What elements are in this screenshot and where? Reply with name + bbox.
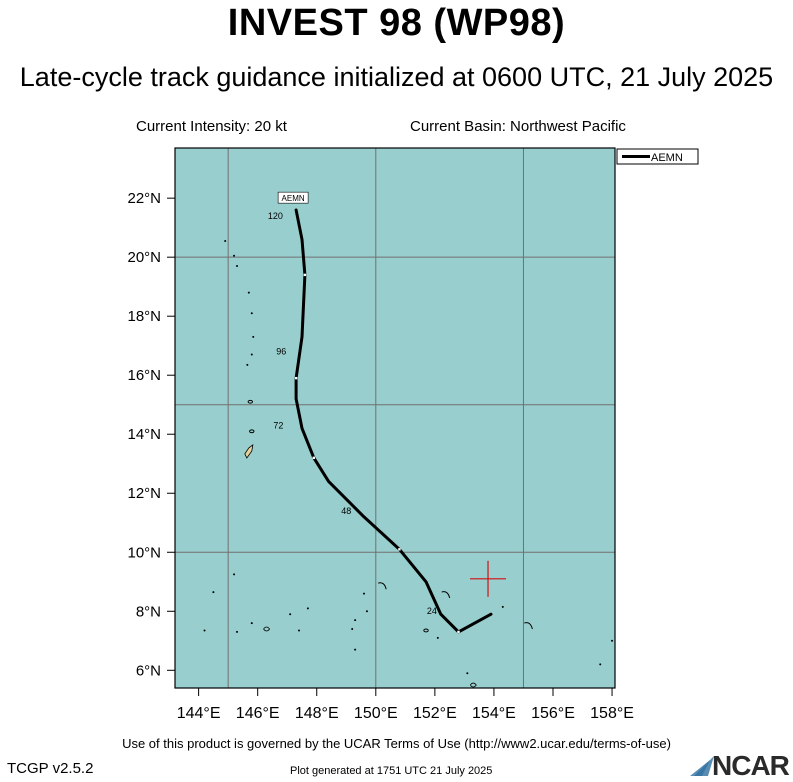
track-aemn: 24 48 72 96 120 AEMN xyxy=(268,191,493,634)
terms-of-use-text: Use of this product is governed by the U… xyxy=(122,736,671,751)
map-frame xyxy=(174,147,616,689)
island xyxy=(233,254,236,257)
version-label: TCGP v2.5.2 xyxy=(7,760,94,777)
lat-tick-label: 10°N xyxy=(127,544,161,561)
island xyxy=(351,627,354,630)
lat-tick-label: 20°N xyxy=(127,249,161,266)
lon-tick-label: 148°E xyxy=(295,705,339,722)
track-6h-marker xyxy=(457,630,460,634)
lon-tick-label: 158°E xyxy=(590,705,634,722)
lon-tick-label: 154°E xyxy=(472,705,516,722)
lat-tick-label: 18°N xyxy=(127,308,161,325)
map-islands xyxy=(203,239,614,688)
current-basin-label: Current Basin: Northwest Pacific xyxy=(410,118,626,135)
island xyxy=(250,312,253,315)
island xyxy=(247,291,250,294)
lat-tick-label: 22°N xyxy=(127,190,161,207)
island xyxy=(244,444,254,459)
island xyxy=(354,619,357,622)
lat-tick-label: 16°N xyxy=(127,367,161,384)
lon-tick-label: 146°E xyxy=(236,705,280,722)
lon-tick-label: 150°E xyxy=(354,705,398,722)
island xyxy=(423,628,429,633)
track-end-label-box xyxy=(277,191,309,204)
track-6h-marker xyxy=(398,548,401,551)
island xyxy=(203,629,206,632)
island xyxy=(362,592,365,595)
island xyxy=(469,682,477,688)
island xyxy=(306,607,309,610)
map-grid xyxy=(175,148,615,688)
lat-tick-label: 12°N xyxy=(127,485,161,502)
track-end-label: AEMN xyxy=(282,194,305,203)
island xyxy=(247,399,254,404)
island xyxy=(233,573,236,576)
ncar-logo-icon xyxy=(690,756,714,776)
page-subtitle: Late-cycle track guidance initialized at… xyxy=(19,62,774,92)
island xyxy=(436,636,439,639)
current-intensity-label: Current Intensity: 20 kt xyxy=(136,118,287,135)
island xyxy=(263,626,271,632)
track-6h-marker xyxy=(312,456,315,460)
island xyxy=(250,622,253,625)
island xyxy=(250,353,253,356)
island xyxy=(236,265,239,268)
island xyxy=(212,591,215,594)
island xyxy=(441,591,451,599)
island xyxy=(246,363,249,366)
page-title: INVEST 98 (WP98) xyxy=(227,2,566,44)
lon-tick-label: 144°E xyxy=(177,705,221,722)
legend-box xyxy=(616,148,699,165)
track-6h-marker xyxy=(303,273,307,277)
island xyxy=(378,582,387,590)
island xyxy=(524,622,533,630)
forecast-hour-label: 120 xyxy=(268,211,283,221)
ncar-logo-text: NCAR xyxy=(712,750,790,781)
island xyxy=(611,639,614,642)
track-6h-marker xyxy=(294,376,298,380)
current-position-marker xyxy=(470,560,507,597)
lat-tick-label: 8°N xyxy=(136,603,161,620)
island xyxy=(354,648,357,651)
forecast-hour-label: 72 xyxy=(273,420,283,430)
island xyxy=(249,429,255,434)
lat-tick-label: 14°N xyxy=(127,426,161,443)
forecast-hour-label: 24 xyxy=(427,606,437,616)
island xyxy=(252,335,255,338)
map-ticks: 144°E 146°E 148°E 150°E 152°E 154°E 156°E 158°E… xyxy=(127,190,633,722)
island xyxy=(501,605,504,608)
lon-tick-label: 156°E xyxy=(531,705,575,722)
legend-label-aemn: AEMN xyxy=(651,152,683,164)
lat-tick-label: 6°N xyxy=(136,662,161,679)
island xyxy=(224,239,227,242)
island xyxy=(466,672,469,675)
map-ocean xyxy=(175,148,615,688)
island xyxy=(599,663,602,666)
lon-tick-label: 152°E xyxy=(413,705,457,722)
island xyxy=(365,610,368,613)
island xyxy=(236,630,239,633)
map-legend: AEMN xyxy=(616,148,699,165)
forecast-hour-label: 96 xyxy=(276,347,286,357)
generated-timestamp: Plot generated at 1751 UTC 21 July 2025 xyxy=(290,765,493,777)
island xyxy=(289,613,292,616)
island xyxy=(298,629,301,632)
forecast-hour-label: 48 xyxy=(341,506,351,516)
